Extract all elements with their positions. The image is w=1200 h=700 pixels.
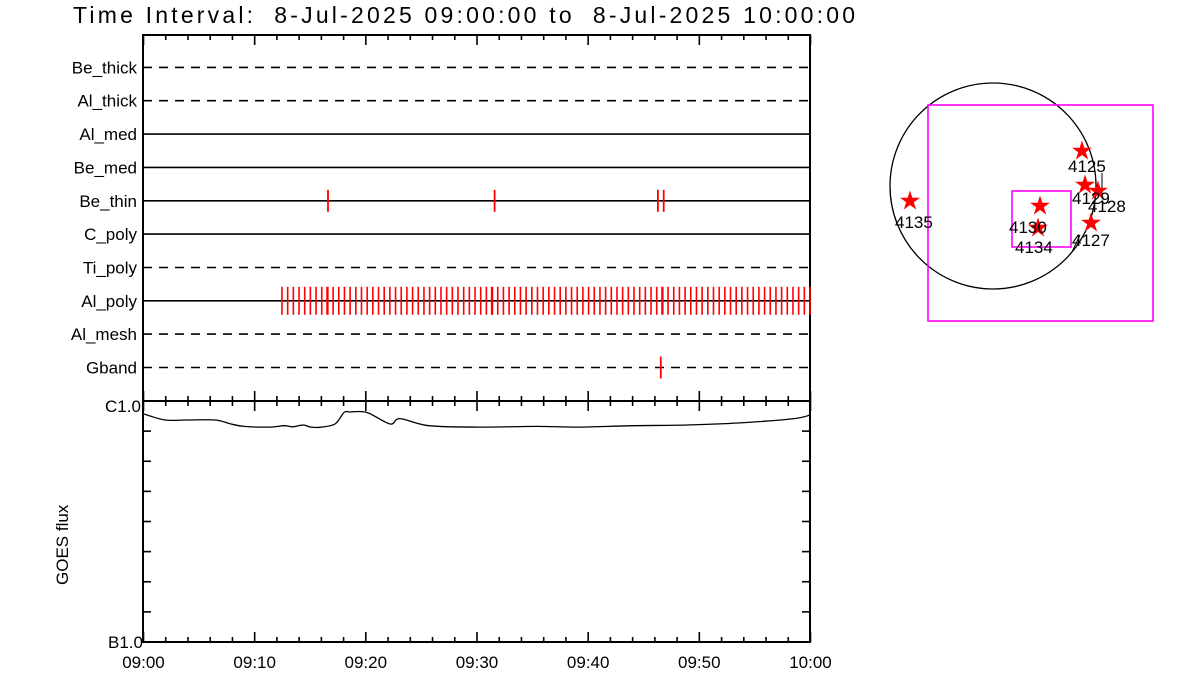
svg-text:09:10: 09:10 [233,653,276,672]
svg-text:09:40: 09:40 [567,653,610,672]
svg-text:Time Interval:8-Jul-2025 09:00: Time Interval: 8-Jul-2025 09:00:00 to 8-Ju… [73,2,858,28]
svg-text:10:00: 10:00 [789,653,832,672]
svg-text:Al_poly: Al_poly [81,292,137,311]
svg-text:Gband: Gband [86,359,137,378]
svg-text:09:50: 09:50 [678,653,721,672]
svg-text:GOES flux: GOES flux [53,504,72,585]
svg-text:Ti_poly: Ti_poly [83,259,138,278]
svg-text:Be_thin: Be_thin [79,192,137,211]
svg-text:C_poly: C_poly [84,225,137,244]
svg-text:Al_thick: Al_thick [77,92,137,111]
svg-text:4128: 4128 [1088,197,1126,216]
svg-text:4130: 4130 [1009,218,1047,237]
svg-text:09:30: 09:30 [456,653,499,672]
svg-text:Be_thick: Be_thick [72,58,138,77]
svg-text:09:20: 09:20 [345,653,388,672]
svg-text:4125: 4125 [1068,157,1106,176]
svg-text:C1.0: C1.0 [105,397,141,416]
svg-text:Al_med: Al_med [79,125,137,144]
svg-text:B1.0: B1.0 [108,633,143,652]
svg-text:Be_med: Be_med [74,158,137,177]
svg-text:4127: 4127 [1072,231,1110,250]
svg-text:4135: 4135 [895,213,933,232]
svg-text:09:00: 09:00 [122,653,165,672]
svg-text:4134: 4134 [1015,238,1053,257]
svg-text:Al_mesh: Al_mesh [71,325,137,344]
